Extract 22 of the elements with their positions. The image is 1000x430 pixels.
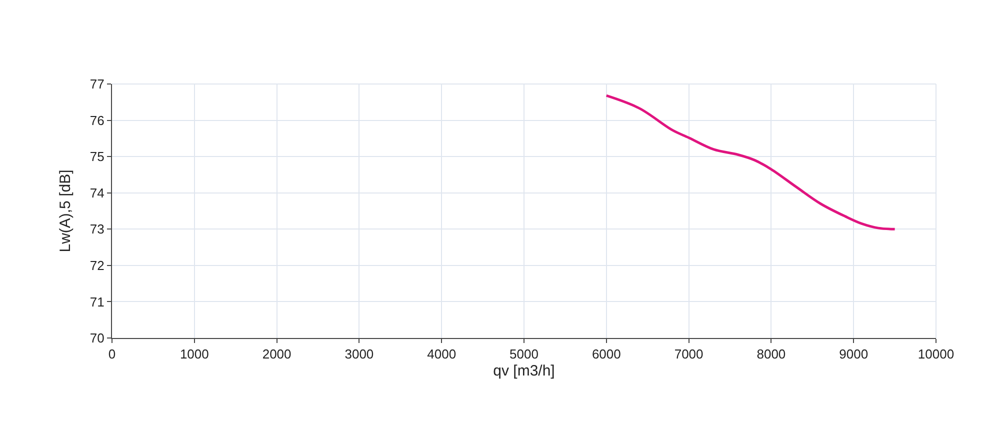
line-series [605, 94, 896, 230]
y-tick-label: 77 [90, 76, 104, 92]
x-tick-label: 10000 [918, 346, 954, 362]
x-tick-label: 6000 [592, 346, 621, 362]
y-axis-title: Lw(A),5 [dB] [57, 170, 74, 252]
x-axis-title: qv [m3/h] [493, 362, 555, 380]
x-tick-label: 1000 [180, 346, 209, 362]
y-tick-label: 71 [90, 294, 104, 310]
y-tick-label: 70 [90, 330, 104, 346]
y-tick-label: 73 [90, 222, 104, 237]
x-tick-label: 0 [108, 346, 116, 362]
x-tick-label: 3000 [344, 346, 374, 362]
y-tick-label: 74 [90, 185, 104, 200]
x-tick-label: 5000 [510, 346, 538, 362]
x-tick-label: 9000 [839, 346, 868, 362]
x-tick-label: 8000 [756, 346, 786, 362]
x-tick-label: 2000 [262, 346, 292, 362]
y-tick-label: 72 [90, 258, 104, 273]
x-tick-label: 4000 [427, 346, 456, 362]
y-tick-label: 75 [90, 149, 104, 164]
y-tick-label: 76 [90, 112, 104, 128]
x-tick-label: 7000 [674, 346, 704, 362]
